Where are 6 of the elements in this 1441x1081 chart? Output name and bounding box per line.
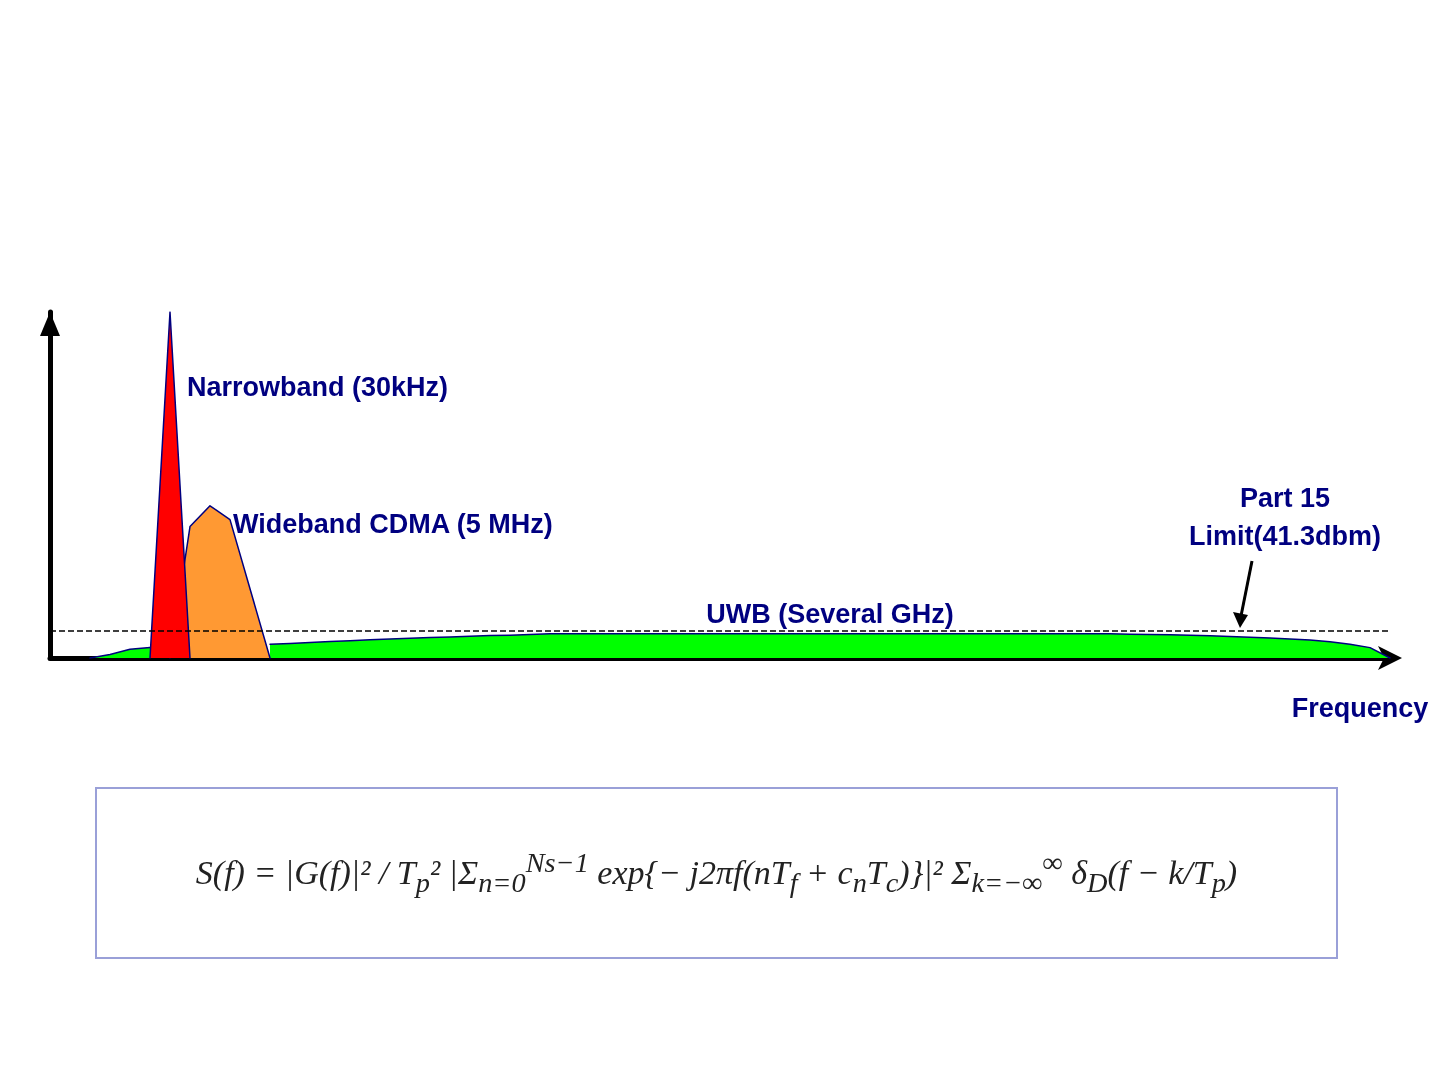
series-label: UWB (Several GHz)	[706, 599, 954, 630]
text: S(f) = |G(f)|² / T$_{p}$² |Σ$_{n=0}$$^{Ns−1}$ exp{− j2πf(nT$_{f}$ + c$_{n}$T$_{c}$)}|² Σ$_{k=−∞}$$^{∞}$ δ$_{D}$(f − k/T$_{p}$)	[195, 846, 1238, 899]
x-axis-title: Frequency	[1291, 692, 1429, 723]
series-label: Wideband CDMA (5 MHz)	[233, 508, 553, 539]
series-label: Narrowband (30kHz)	[187, 372, 449, 402]
ref-line-label: Part 15 Limit(41.3dbm)	[1188, 483, 1382, 552]
